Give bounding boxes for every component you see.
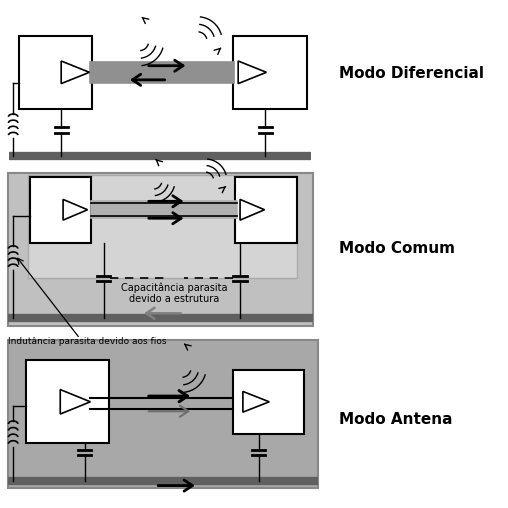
Text: Modo Diferencial: Modo Diferencial: [339, 66, 484, 81]
Text: Modo Antena: Modo Antena: [339, 412, 453, 427]
Text: Indutância parasita devido aos fios: Indutância parasita devido aos fios: [8, 337, 166, 346]
Bar: [234, 36, 307, 109]
Polygon shape: [243, 392, 269, 412]
Bar: [28, 175, 297, 278]
Polygon shape: [63, 200, 87, 220]
Bar: [235, 177, 297, 243]
Bar: [234, 370, 304, 434]
Text: Modo Comum: Modo Comum: [339, 241, 455, 256]
Bar: [8, 173, 313, 326]
Bar: [19, 36, 92, 109]
Bar: [90, 62, 234, 83]
Polygon shape: [238, 61, 266, 84]
Text: Capacitância parasita
devido a estrutura: Capacitância parasita devido a estrutura: [121, 282, 228, 304]
Polygon shape: [61, 61, 89, 84]
Bar: [30, 177, 91, 243]
Bar: [91, 201, 237, 218]
Bar: [26, 360, 109, 443]
Polygon shape: [60, 390, 90, 414]
Polygon shape: [240, 200, 265, 220]
Bar: [8, 340, 318, 488]
